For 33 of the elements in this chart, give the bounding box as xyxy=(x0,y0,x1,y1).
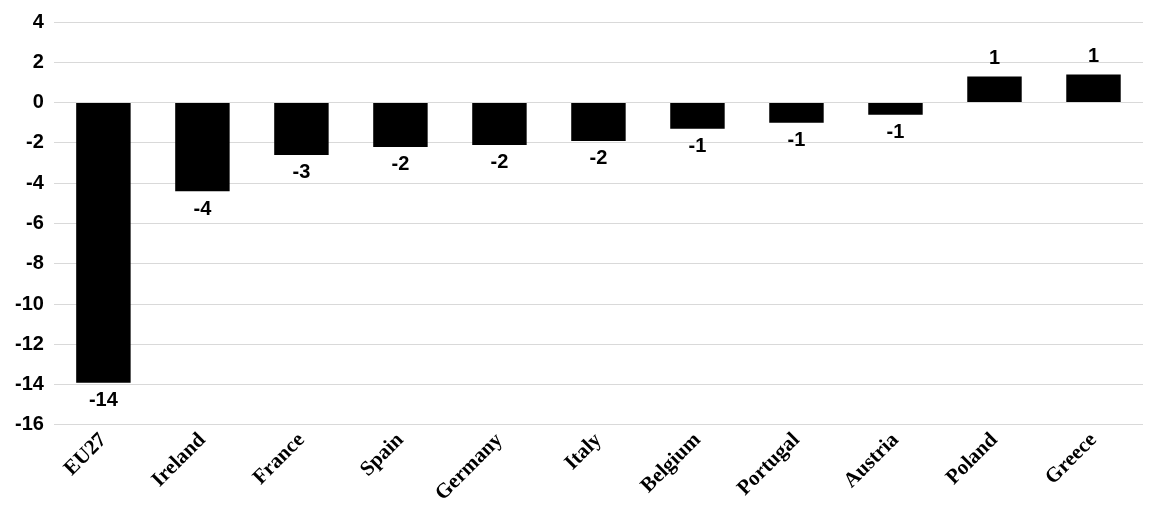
y-tick-label: -16 xyxy=(15,412,44,435)
bar xyxy=(274,103,329,155)
y-tick-label: -2 xyxy=(26,130,44,153)
bar xyxy=(670,103,725,129)
bar xyxy=(1066,74,1121,103)
data-label: -2 xyxy=(589,146,608,169)
bar xyxy=(76,103,131,383)
bar xyxy=(472,103,527,145)
y-tick-label: 4 xyxy=(32,9,45,32)
bar xyxy=(769,103,824,123)
y-tick-label: -12 xyxy=(15,331,44,354)
y-tick-label: 0 xyxy=(32,90,44,113)
data-label: -2 xyxy=(490,150,509,173)
data-label: -4 xyxy=(193,196,213,219)
bar xyxy=(571,103,626,141)
data-label: -3 xyxy=(292,160,311,183)
data-label: -1 xyxy=(688,134,707,157)
bar xyxy=(868,103,923,115)
data-label: -1 xyxy=(787,128,806,151)
y-tick-label: -14 xyxy=(15,372,45,395)
bar xyxy=(175,103,230,192)
bar xyxy=(373,103,428,147)
data-label: -2 xyxy=(391,152,410,175)
data-label: -14 xyxy=(88,388,119,411)
y-tick-label: -10 xyxy=(15,291,44,314)
bar xyxy=(967,76,1022,103)
y-tick-label: 2 xyxy=(32,49,44,72)
y-tick-label: -8 xyxy=(26,251,44,274)
data-label: 1 xyxy=(988,45,1001,68)
data-label: 1 xyxy=(1087,43,1100,66)
y-tick-label: -6 xyxy=(26,211,44,233)
data-label: -1 xyxy=(886,120,905,143)
y-tick-label: -4 xyxy=(26,170,45,193)
